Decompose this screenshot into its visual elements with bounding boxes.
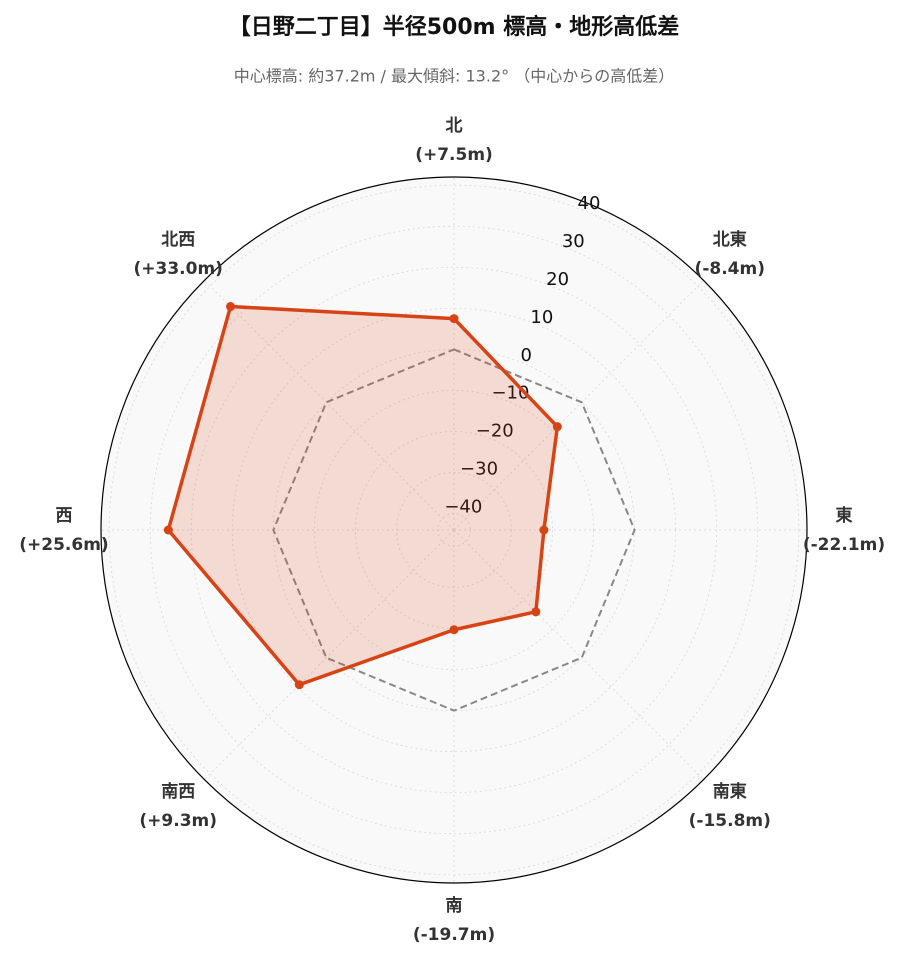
grid-circle xyxy=(354,430,554,630)
grid-circle xyxy=(149,225,759,835)
category-label: 東 xyxy=(836,505,853,526)
chart-subtitle: 中心標高: 約37.2m / 最大傾斜: 13.2° （中心からの高低差） xyxy=(234,67,674,86)
value-label: (+25.6m) xyxy=(19,535,108,555)
chart-title: 【日野二丁目】半径500m 標高・地形高低差 xyxy=(229,14,680,40)
angular-grid-line xyxy=(204,280,455,531)
value-label: (-19.7m) xyxy=(413,925,495,945)
radial-tick-label: 40 xyxy=(578,193,601,214)
grid-circle xyxy=(396,472,512,588)
data-point xyxy=(539,525,549,535)
data-point xyxy=(449,314,459,324)
value-label: (-15.8m) xyxy=(689,811,771,831)
data-point xyxy=(531,607,541,617)
radial-tick-label: −40 xyxy=(444,496,482,517)
value-label: (+9.3m) xyxy=(139,811,217,831)
value-label: (+7.5m) xyxy=(415,145,493,165)
value-label: (+33.0m) xyxy=(134,259,223,279)
baseline-polygon xyxy=(272,348,636,712)
radial-tick-label: −20 xyxy=(476,421,514,442)
category-label: 南 xyxy=(446,895,463,916)
data-point xyxy=(163,525,173,535)
data-point xyxy=(294,680,304,690)
grid-circle xyxy=(190,266,718,794)
category-label: 北西 xyxy=(161,230,195,250)
radial-tick-label: −30 xyxy=(460,459,498,480)
radial-tick-label: 20 xyxy=(546,269,569,290)
category-label: 南西 xyxy=(161,781,195,802)
value-label: (-8.4m) xyxy=(695,259,765,279)
radial-tick-label: 10 xyxy=(530,307,553,328)
plot-border xyxy=(100,176,808,884)
category-label: 北東 xyxy=(713,229,747,250)
grid-circle xyxy=(313,389,595,671)
angular-grid-line xyxy=(204,529,455,780)
category-label: 西 xyxy=(56,506,73,526)
radial-tick-label: 0 xyxy=(520,345,531,366)
category-label: 北 xyxy=(446,116,463,136)
series-area xyxy=(168,306,558,685)
value-label: (-22.1m) xyxy=(803,535,885,555)
data-point xyxy=(449,625,459,635)
angular-grid-line xyxy=(453,529,704,780)
data-point xyxy=(552,422,562,432)
category-label: 南東 xyxy=(713,781,747,802)
radial-tick-label: 30 xyxy=(562,231,585,252)
angular-grid-line xyxy=(453,280,704,531)
grid-circle xyxy=(108,184,800,876)
data-point xyxy=(226,302,236,312)
